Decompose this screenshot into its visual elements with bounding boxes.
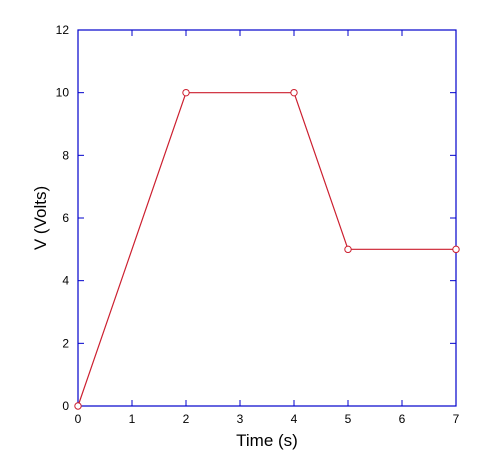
data-point <box>290 88 298 97</box>
y-tick-label: 2 <box>62 336 69 350</box>
series-layer <box>74 88 460 410</box>
x-tick-label: 0 <box>75 412 82 426</box>
y-tick-label: 10 <box>56 86 70 100</box>
x-tick-label: 6 <box>399 412 406 426</box>
y-tick-label: 12 <box>56 23 70 37</box>
x-tick-label: 1 <box>129 412 136 426</box>
y-tick-label: 4 <box>62 274 69 288</box>
x-tick-label: 2 <box>183 412 190 426</box>
plot-frame <box>77 29 457 407</box>
x-tick-label: 4 <box>291 412 298 426</box>
x-tick-label: 7 <box>453 412 460 426</box>
data-point <box>344 245 352 254</box>
x-tick-label: 3 <box>237 412 244 426</box>
y-tick-label: 0 <box>62 399 69 413</box>
series-line <box>77 92 456 407</box>
x-tick-label: 5 <box>345 412 352 426</box>
axis-ticks <box>77 29 457 407</box>
data-point <box>452 245 460 254</box>
x-axis-label: Time (s) <box>236 431 298 450</box>
y-axis-label: V (Volts) <box>31 186 50 250</box>
data-point <box>182 88 190 97</box>
data-point <box>74 402 82 410</box>
y-tick-label: 6 <box>62 211 69 225</box>
y-tick-label: 8 <box>62 148 69 162</box>
